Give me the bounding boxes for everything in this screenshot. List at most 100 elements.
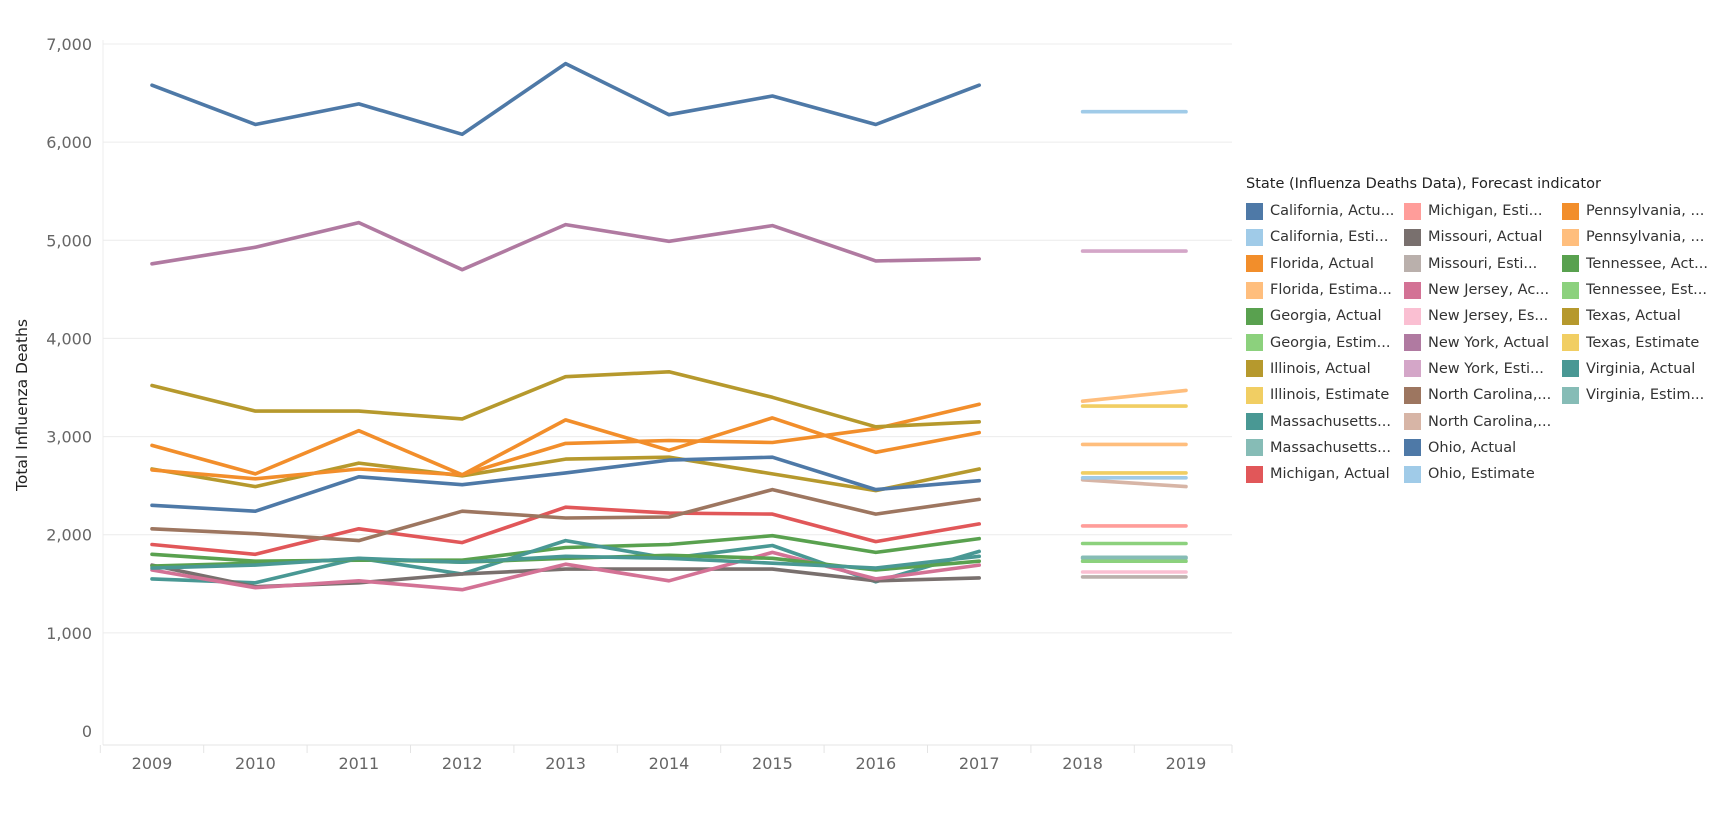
legend-item[interactable]: New Jersey, Es... <box>1404 303 1562 329</box>
legend-swatch <box>1246 465 1263 483</box>
x-tick-label: 2012 <box>442 754 483 773</box>
y-tick-label: 6,000 <box>46 133 92 152</box>
series-line-10[interactable] <box>150 505 982 557</box>
legend-label: California, Esti... <box>1270 229 1389 246</box>
series-line-14[interactable] <box>150 550 982 592</box>
legend-item[interactable]: Michigan, Esti... <box>1404 198 1562 224</box>
legend-swatch <box>1246 255 1263 273</box>
legend-item[interactable]: Missouri, Esti... <box>1404 251 1562 277</box>
legend-item[interactable]: New Jersey, Ac... <box>1404 277 1562 303</box>
legend-label: Florida, Estima... <box>1270 282 1392 299</box>
legend-item[interactable]: Michigan, Actual <box>1246 461 1404 487</box>
series-line-18[interactable] <box>150 487 982 543</box>
y-tick-label: 5,000 <box>46 231 92 250</box>
legend[interactable]: State (Influenza Deaths Data), Forecast … <box>1246 176 1726 487</box>
legend-swatch <box>1404 413 1421 431</box>
legend-item[interactable]: Georgia, Actual <box>1246 303 1404 329</box>
legend-item[interactable]: Pennsylvania, ... <box>1562 224 1720 250</box>
legend-swatch <box>1404 439 1421 457</box>
legend-item[interactable]: Virginia, Estim... <box>1562 382 1720 408</box>
legend-label: New York, Esti... <box>1428 360 1544 377</box>
series-line-20[interactable] <box>150 455 982 514</box>
legend-swatch <box>1246 307 1263 325</box>
legend-item[interactable]: Massachusetts... <box>1246 408 1404 434</box>
legend-swatch <box>1404 307 1421 325</box>
legend-item[interactable]: North Carolina,... <box>1404 382 1562 408</box>
legend-swatch <box>1246 202 1263 220</box>
legend-swatch <box>1562 281 1579 299</box>
legend-label: Illinois, Actual <box>1270 360 1371 377</box>
legend-swatch <box>1404 255 1421 273</box>
legend-swatch <box>1246 439 1263 457</box>
series-line-23[interactable] <box>1080 388 1188 404</box>
legend-item[interactable]: Pennsylvania, ... <box>1562 198 1720 224</box>
series-line-6[interactable] <box>150 455 982 493</box>
x-axis-ticks: 2009 2010 2011 2012 2013 2014 2015 2016 2017 2018… <box>132 754 1207 773</box>
legend-label: New York, Actual <box>1428 334 1550 351</box>
series-line-0[interactable] <box>150 61 982 137</box>
legend-item[interactable]: Texas, Estimate <box>1562 329 1720 355</box>
legend-item[interactable]: Tennessee, Est... <box>1562 277 1720 303</box>
legend-item[interactable]: Texas, Actual <box>1562 303 1720 329</box>
legend-label: Texas, Estimate <box>1586 334 1700 351</box>
legend-item[interactable]: Illinois, Estimate <box>1246 382 1404 408</box>
legend-item[interactable]: California, Esti... <box>1246 224 1404 250</box>
gridlines <box>99 40 1233 753</box>
x-tick-label: 2010 <box>235 754 276 773</box>
legend-label: Florida, Actual <box>1270 255 1374 272</box>
legend-swatch <box>1562 255 1579 273</box>
series-line-19[interactable] <box>1080 477 1188 489</box>
legend-item[interactable]: Virginia, Actual <box>1562 356 1720 382</box>
series-lines <box>150 61 1188 592</box>
x-tick-label: 2014 <box>649 754 690 773</box>
x-tick-label: 2019 <box>1166 754 1207 773</box>
legend-item[interactable]: Missouri, Actual <box>1404 224 1562 250</box>
legend-label: Michigan, Actual <box>1270 466 1390 483</box>
legend-swatch <box>1404 281 1421 299</box>
x-tick-label: 2013 <box>545 754 586 773</box>
legend-swatch <box>1404 360 1421 378</box>
legend-label: Georgia, Estim... <box>1270 334 1391 351</box>
legend-swatch <box>1562 386 1579 404</box>
legend-item[interactable]: Ohio, Estimate <box>1404 461 1562 487</box>
legend-item[interactable]: New York, Actual <box>1404 329 1562 355</box>
legend-swatch <box>1562 334 1579 352</box>
series-line-28[interactable] <box>150 554 982 570</box>
legend-item[interactable]: California, Actu... <box>1246 198 1404 224</box>
legend-item[interactable]: New York, Esti... <box>1404 356 1562 382</box>
legend-item[interactable]: Ohio, Actual <box>1404 435 1562 461</box>
y-tick-label: 1,000 <box>46 624 92 643</box>
legend-item[interactable]: Florida, Estima... <box>1246 277 1404 303</box>
x-tick-label: 2018 <box>1062 754 1103 773</box>
legend-swatch <box>1404 334 1421 352</box>
legend-label: Tennessee, Est... <box>1586 282 1708 299</box>
series-line-26[interactable] <box>150 369 982 429</box>
legend-swatch <box>1562 202 1579 220</box>
legend-item[interactable]: North Carolina,... <box>1404 408 1562 434</box>
x-tick-label: 2015 <box>752 754 793 773</box>
legend-label: Georgia, Actual <box>1270 308 1382 325</box>
legend-label: Illinois, Estimate <box>1270 387 1390 404</box>
legend-label: Pennsylvania, ... <box>1586 203 1705 220</box>
legend-item[interactable]: Massachusetts... <box>1246 435 1404 461</box>
legend-label: Ohio, Actual <box>1428 439 1517 456</box>
legend-item[interactable]: Tennessee, Act... <box>1562 251 1720 277</box>
y-axis-label: Total Influenza Deaths <box>13 319 31 492</box>
legend-item[interactable]: Illinois, Actual <box>1246 356 1404 382</box>
series-line-2[interactable] <box>150 416 982 477</box>
legend-label: Texas, Actual <box>1586 308 1681 325</box>
legend-label: Virginia, Actual <box>1586 360 1696 377</box>
legend-swatch <box>1246 334 1263 352</box>
legend-label: Missouri, Esti... <box>1428 255 1538 272</box>
series-line-16[interactable] <box>150 220 982 272</box>
legend-swatch <box>1246 413 1263 431</box>
legend-label: Virginia, Estim... <box>1586 387 1705 404</box>
legend-swatch <box>1404 465 1421 483</box>
legend-label: Missouri, Actual <box>1428 229 1543 246</box>
legend-item[interactable]: Florida, Actual <box>1246 251 1404 277</box>
legend-swatch <box>1562 307 1579 325</box>
legend-label: California, Actu... <box>1270 203 1395 220</box>
legend-item[interactable]: Georgia, Estim... <box>1246 329 1404 355</box>
series-line-22[interactable] <box>150 402 982 481</box>
